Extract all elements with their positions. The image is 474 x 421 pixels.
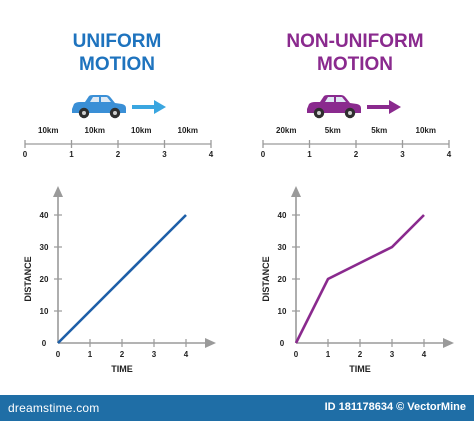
non-uniform-chart-y-tick-label: 40 xyxy=(278,211,287,220)
uniform-title-line2: MOTION xyxy=(79,54,155,75)
uniform-car-icon xyxy=(72,95,126,119)
uniform-chart-x-tick-label: 4 xyxy=(184,350,189,359)
non-uniform-chart-x-axis-label: TIME xyxy=(349,364,371,374)
non-uniform-title-line1: NON-UNIFORM xyxy=(286,31,424,52)
image-credit: ID 181178634 © VectorMine xyxy=(324,401,466,413)
non-uniform-car-hub-rear xyxy=(348,111,352,115)
non-uniform-chart-y-tick-label: 0 xyxy=(280,339,285,348)
uniform-chart-x-axis-arrowhead xyxy=(205,338,216,348)
non-uniform-timeline-tick-label: 0 xyxy=(261,150,266,159)
non-uniform-chart-distance-line xyxy=(294,214,425,344)
non-uniform-chart-y-tick-label: 20 xyxy=(278,275,287,284)
uniform-timeline-tick-label: 2 xyxy=(116,150,121,159)
non-uniform-chart-y-tick-label: 30 xyxy=(278,243,287,252)
non-uniform-car-window-front xyxy=(325,97,334,102)
uniform-chart-y-axis-label: DISTANCE xyxy=(23,256,33,301)
uniform-chart-y-tick-label: 10 xyxy=(40,307,49,316)
non-uniform-car-window-rear xyxy=(336,97,346,102)
uniform-chart-x-tick-label: 0 xyxy=(56,350,61,359)
non-uniform-chart-x-tick-label: 0 xyxy=(294,350,299,359)
non-uniform-chart-x-tick-label: 3 xyxy=(390,350,395,359)
uniform-car-hub-front xyxy=(82,111,86,115)
non-uniform-chart-x-axis-arrowhead xyxy=(443,338,454,348)
uniform-chart-x-tick-label: 2 xyxy=(120,350,125,359)
non-uniform-timeline-tick-label: 3 xyxy=(400,150,405,159)
uniform-chart-x-tick-label: 3 xyxy=(152,350,157,359)
uniform-chart-y-tick-label: 30 xyxy=(40,243,49,252)
non-uniform-chart-x-tick-label: 2 xyxy=(358,350,363,359)
uniform-title-line1: UNIFORM xyxy=(72,31,162,52)
non-uniform-car-icon xyxy=(307,95,361,119)
non-uniform-segment-distance-label: 20km xyxy=(276,126,296,135)
uniform-segment-distance-label: 10km xyxy=(178,126,198,135)
uniform-car-hub-rear xyxy=(113,111,117,115)
non-uniform-chart-x-tick-label: 1 xyxy=(326,350,331,359)
non-uniform-car-hub-front xyxy=(317,111,321,115)
uniform-timeline-tick-label: 4 xyxy=(209,150,214,159)
non-uniform-segment-distance-label: 5km xyxy=(325,126,341,135)
uniform-segment-distance-label: 10km xyxy=(38,126,58,135)
uniform-chart-x-axis-label: TIME xyxy=(111,364,133,374)
non-uniform-timeline-tick-label: 2 xyxy=(354,150,359,159)
uniform-timeline-tick-label: 1 xyxy=(69,150,74,159)
non-uniform-segment-distance-label: 10km xyxy=(416,126,436,135)
non-uniform-chart-y-axis-label: DISTANCE xyxy=(261,256,271,301)
non-uniform-chart-y-axis-arrowhead xyxy=(291,186,301,197)
non-uniform-segment-distance-label: 5km xyxy=(371,126,387,135)
uniform-chart-y-tick-label: 40 xyxy=(40,211,49,220)
non-uniform-chart-y-tick-label: 10 xyxy=(278,307,287,316)
uniform-segment-distance-label: 10km xyxy=(131,126,151,135)
uniform-segment-distance-label: 10km xyxy=(85,126,105,135)
uniform-direction-arrow xyxy=(132,100,166,114)
footer-bar: dreamstime.com ID 181178634 © VectorMine xyxy=(0,395,474,421)
uniform-chart-y-tick-label: 0 xyxy=(42,339,47,348)
uniform-motion-title: UNIFORM MOTION xyxy=(2,30,232,76)
uniform-car-window-rear xyxy=(101,97,111,102)
uniform-car-window-front xyxy=(90,97,99,102)
brand-watermark: dreamstime.com xyxy=(8,401,100,415)
non-uniform-motion-title: NON-UNIFORM MOTION xyxy=(240,30,470,76)
uniform-timeline-tick-label: 0 xyxy=(23,150,28,159)
uniform-chart-x-tick-label: 1 xyxy=(88,350,93,359)
uniform-chart-y-axis-arrowhead xyxy=(53,186,63,197)
uniform-timeline-tick-label: 3 xyxy=(162,150,167,159)
non-uniform-timeline-tick-label: 4 xyxy=(447,150,452,159)
non-uniform-title-line2: MOTION xyxy=(317,54,393,75)
non-uniform-chart-x-tick-label: 4 xyxy=(422,350,427,359)
uniform-chart-y-tick-label: 20 xyxy=(40,275,49,284)
non-uniform-direction-arrow xyxy=(367,100,401,114)
non-uniform-timeline-tick-label: 1 xyxy=(307,150,312,159)
